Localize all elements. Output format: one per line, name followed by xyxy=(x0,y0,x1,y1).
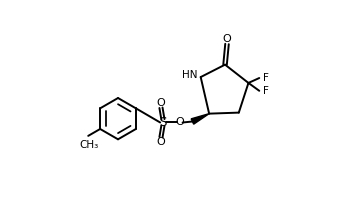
Text: O: O xyxy=(175,117,184,128)
Text: S: S xyxy=(159,116,167,129)
Text: O: O xyxy=(156,137,165,147)
Text: O: O xyxy=(223,33,232,44)
Text: O: O xyxy=(156,98,165,108)
Text: HN: HN xyxy=(182,70,198,80)
Text: CH₃: CH₃ xyxy=(80,140,99,150)
Text: F: F xyxy=(263,73,269,83)
Polygon shape xyxy=(191,114,209,124)
Text: F: F xyxy=(263,86,269,96)
